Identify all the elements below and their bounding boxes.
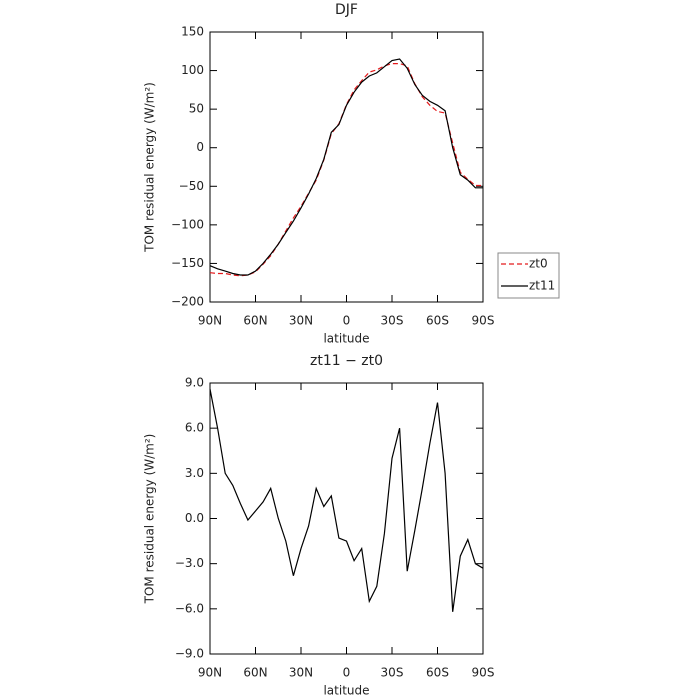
x-tick-label: 90N xyxy=(198,314,222,328)
x-tick-label: 30N xyxy=(289,314,313,328)
plot-frame xyxy=(209,382,484,655)
y-tick-label: 9.0 xyxy=(185,376,204,390)
x-tick-label: 0 xyxy=(343,666,351,680)
y-axis-label: TOM residual energy (W/m²) xyxy=(143,82,157,253)
x-axis-label: latitude xyxy=(323,332,369,346)
y-tick-label: −100 xyxy=(171,217,204,231)
y-tick-label: 6.0 xyxy=(185,421,204,435)
y-tick-label: 0.0 xyxy=(185,511,204,525)
x-tick-label: 0 xyxy=(343,314,351,328)
legend-label: zt11 xyxy=(529,279,555,293)
x-tick-label: 30N xyxy=(289,666,313,680)
x-tick-label: 30S xyxy=(381,314,404,328)
chart-title: DJF xyxy=(335,2,358,18)
y-tick-label: 150 xyxy=(181,25,204,39)
plot-frame xyxy=(209,31,484,303)
y-tick-label: 0 xyxy=(196,140,204,154)
y-tick-label: 100 xyxy=(181,63,204,77)
y-tick-label: −50 xyxy=(179,179,204,193)
y-tick-label: −3.0 xyxy=(175,556,204,570)
legend-box xyxy=(497,252,560,299)
y-tick-label: −150 xyxy=(171,256,204,270)
y-tick-label: 3.0 xyxy=(185,466,204,480)
x-tick-label: 90N xyxy=(198,666,222,680)
y-axis-label: TOM residual energy (W/m²) xyxy=(143,434,157,605)
data-line xyxy=(209,58,483,276)
data-line xyxy=(209,388,484,612)
legend-label: zt0 xyxy=(529,257,548,271)
y-tick-label: −200 xyxy=(171,295,204,309)
data-line xyxy=(209,63,483,277)
x-tick-label: 60S xyxy=(426,666,449,680)
x-tick-label: 90S xyxy=(472,666,495,680)
x-tick-label: 90S xyxy=(472,314,495,328)
x-tick-label: 60S xyxy=(426,314,449,328)
y-tick-label: −6.0 xyxy=(175,601,204,615)
x-tick-label: 60N xyxy=(243,666,267,680)
y-tick-label: −9.0 xyxy=(175,647,204,661)
x-axis-label: latitude xyxy=(323,684,369,698)
x-tick-label: 60N xyxy=(243,314,267,328)
x-tick-label: 30S xyxy=(381,666,404,680)
chart-title: zt11 − zt0 xyxy=(310,353,383,369)
y-tick-label: 50 xyxy=(189,102,204,116)
